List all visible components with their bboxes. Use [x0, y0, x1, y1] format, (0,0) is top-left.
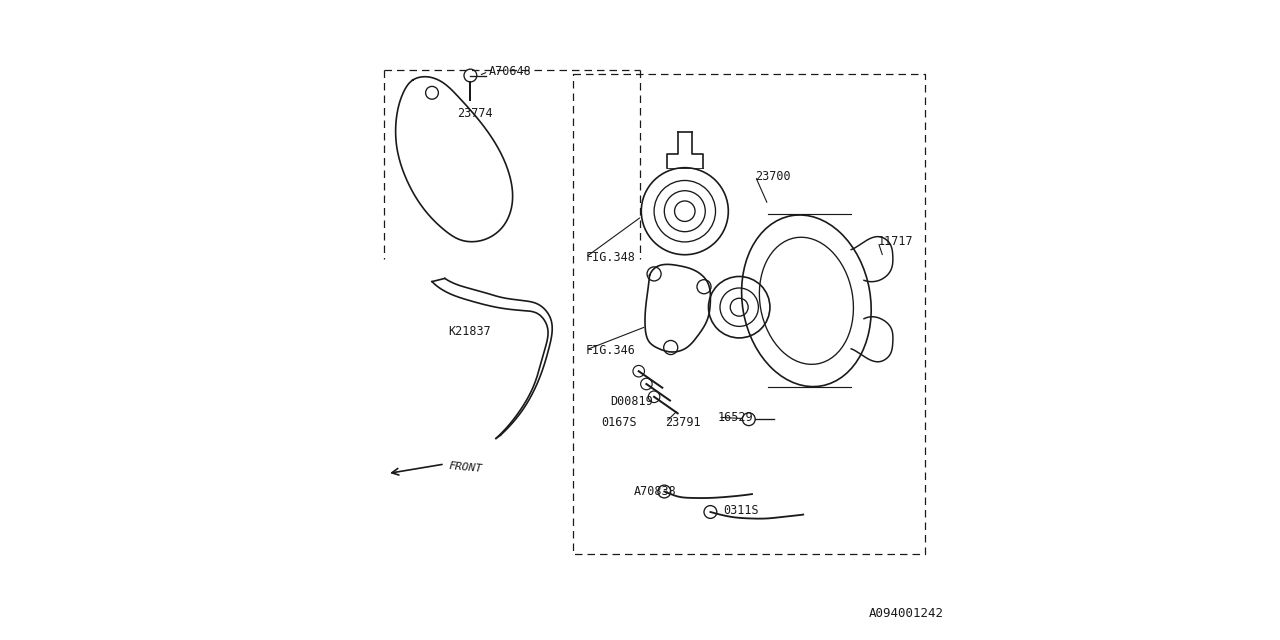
Text: FRONT: FRONT: [448, 461, 483, 474]
Text: D00819: D00819: [611, 396, 653, 408]
Text: 0311S: 0311S: [723, 504, 759, 517]
Text: A70648: A70648: [489, 65, 531, 78]
Text: 23791: 23791: [666, 416, 701, 429]
Text: 23774: 23774: [458, 108, 493, 120]
Text: A70838: A70838: [634, 485, 676, 498]
Text: FIG.348: FIG.348: [585, 251, 635, 264]
Text: 16529: 16529: [718, 411, 754, 424]
Text: 11717: 11717: [878, 236, 914, 248]
Text: K21837: K21837: [448, 325, 490, 338]
Text: 23700: 23700: [755, 170, 791, 182]
Text: FIG.346: FIG.346: [585, 344, 635, 356]
Text: 0167S: 0167S: [602, 416, 637, 429]
Text: A094001242: A094001242: [869, 607, 945, 620]
